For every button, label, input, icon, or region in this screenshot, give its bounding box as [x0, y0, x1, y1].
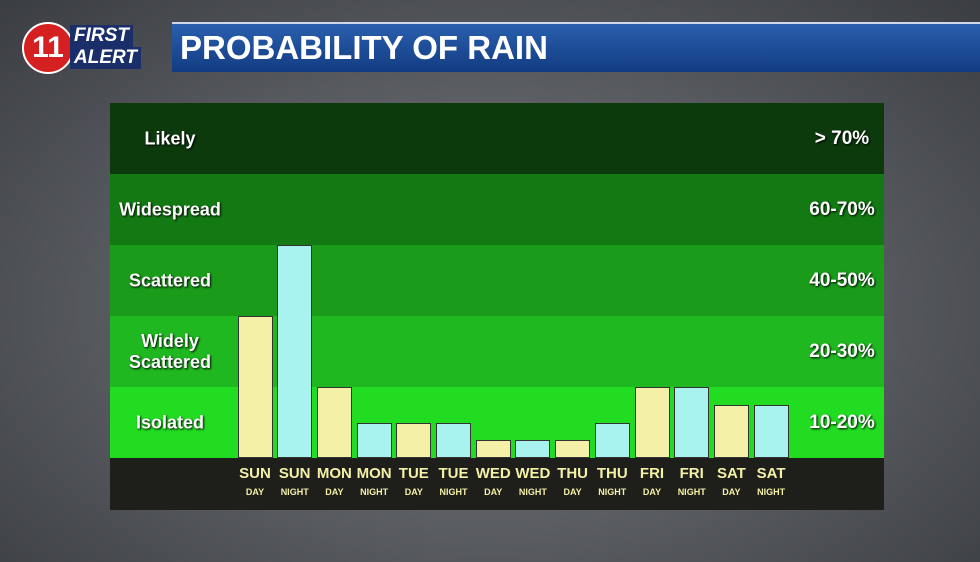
bar [396, 422, 432, 458]
band-label: Isolated [135, 412, 205, 432]
x-tick-label: FRI [639, 465, 665, 482]
bar [713, 404, 749, 458]
x-tick-sublabel: NIGHT [518, 487, 547, 497]
x-tick-sublabel: DAY [404, 487, 423, 497]
x-tick-sublabel: DAY [642, 487, 662, 497]
band [110, 174, 884, 245]
logo-number: 11 [22, 22, 74, 74]
logo: 11 FIRST ALERT [22, 22, 156, 74]
bar [316, 387, 352, 458]
x-tick-sublabel: DAY [563, 487, 582, 497]
bar [515, 440, 551, 458]
bar [555, 440, 591, 458]
bar [594, 422, 630, 458]
x-tick-sublabel: DAY [325, 487, 344, 497]
x-tick-sublabel: NIGHT [677, 487, 706, 497]
bar [356, 422, 392, 458]
logo-bottom: ALERT [70, 47, 141, 69]
x-tick-label: SAT [716, 465, 746, 482]
band [110, 103, 884, 174]
x-tick-sublabel: NIGHT [360, 487, 389, 497]
bar [674, 387, 710, 458]
x-tick-label: TUE [398, 465, 429, 482]
x-tick-label: WED [515, 465, 551, 482]
bar [634, 387, 670, 458]
x-tick-sublabel: NIGHT [280, 487, 309, 497]
band-range: > 70% [814, 127, 870, 149]
x-tick-sublabel: NIGHT [439, 487, 468, 497]
band-range: 40-50% [809, 269, 875, 291]
band-range: 60-70% [809, 198, 875, 220]
x-tick-sublabel: DAY [484, 487, 503, 497]
chart: Isolated 10-20% Widely Scattered 20-30% Scat… [110, 103, 884, 510]
x-tick-label: TUE [438, 465, 469, 482]
band-label: Scattered [128, 270, 212, 290]
bar [753, 404, 789, 458]
bar [475, 440, 511, 458]
band-range: 10-20% [809, 411, 875, 433]
bar [436, 422, 471, 458]
bar [237, 316, 273, 458]
chart-title: PROBABILITY OF RAIN [172, 22, 980, 72]
band-label: Widespread [119, 199, 221, 219]
logo-top: FIRST [70, 25, 133, 47]
bar [277, 245, 313, 458]
band-label: Likely [144, 128, 196, 148]
x-tick-label: FRI [679, 465, 704, 482]
band-label: Widely Scattered [128, 330, 212, 372]
x-tick-label: SUN [278, 465, 311, 482]
x-tick-sublabel: DAY [722, 487, 741, 497]
x-tick-sublabel: NIGHT [757, 487, 786, 497]
x-tick-label: THU [557, 465, 588, 482]
band [110, 245, 884, 316]
x-tick-label: MON [316, 465, 352, 482]
band-range: 20-30% [809, 340, 875, 362]
x-tick-label: THU [596, 465, 628, 482]
x-tick-label: SAT [756, 465, 786, 482]
x-tick-sublabel: DAY [245, 487, 265, 497]
x-tick-label: SUN [239, 465, 271, 482]
x-tick-label: WED [475, 465, 511, 482]
x-tick-label: MON [356, 465, 392, 482]
x-tick-sublabel: NIGHT [598, 487, 627, 497]
